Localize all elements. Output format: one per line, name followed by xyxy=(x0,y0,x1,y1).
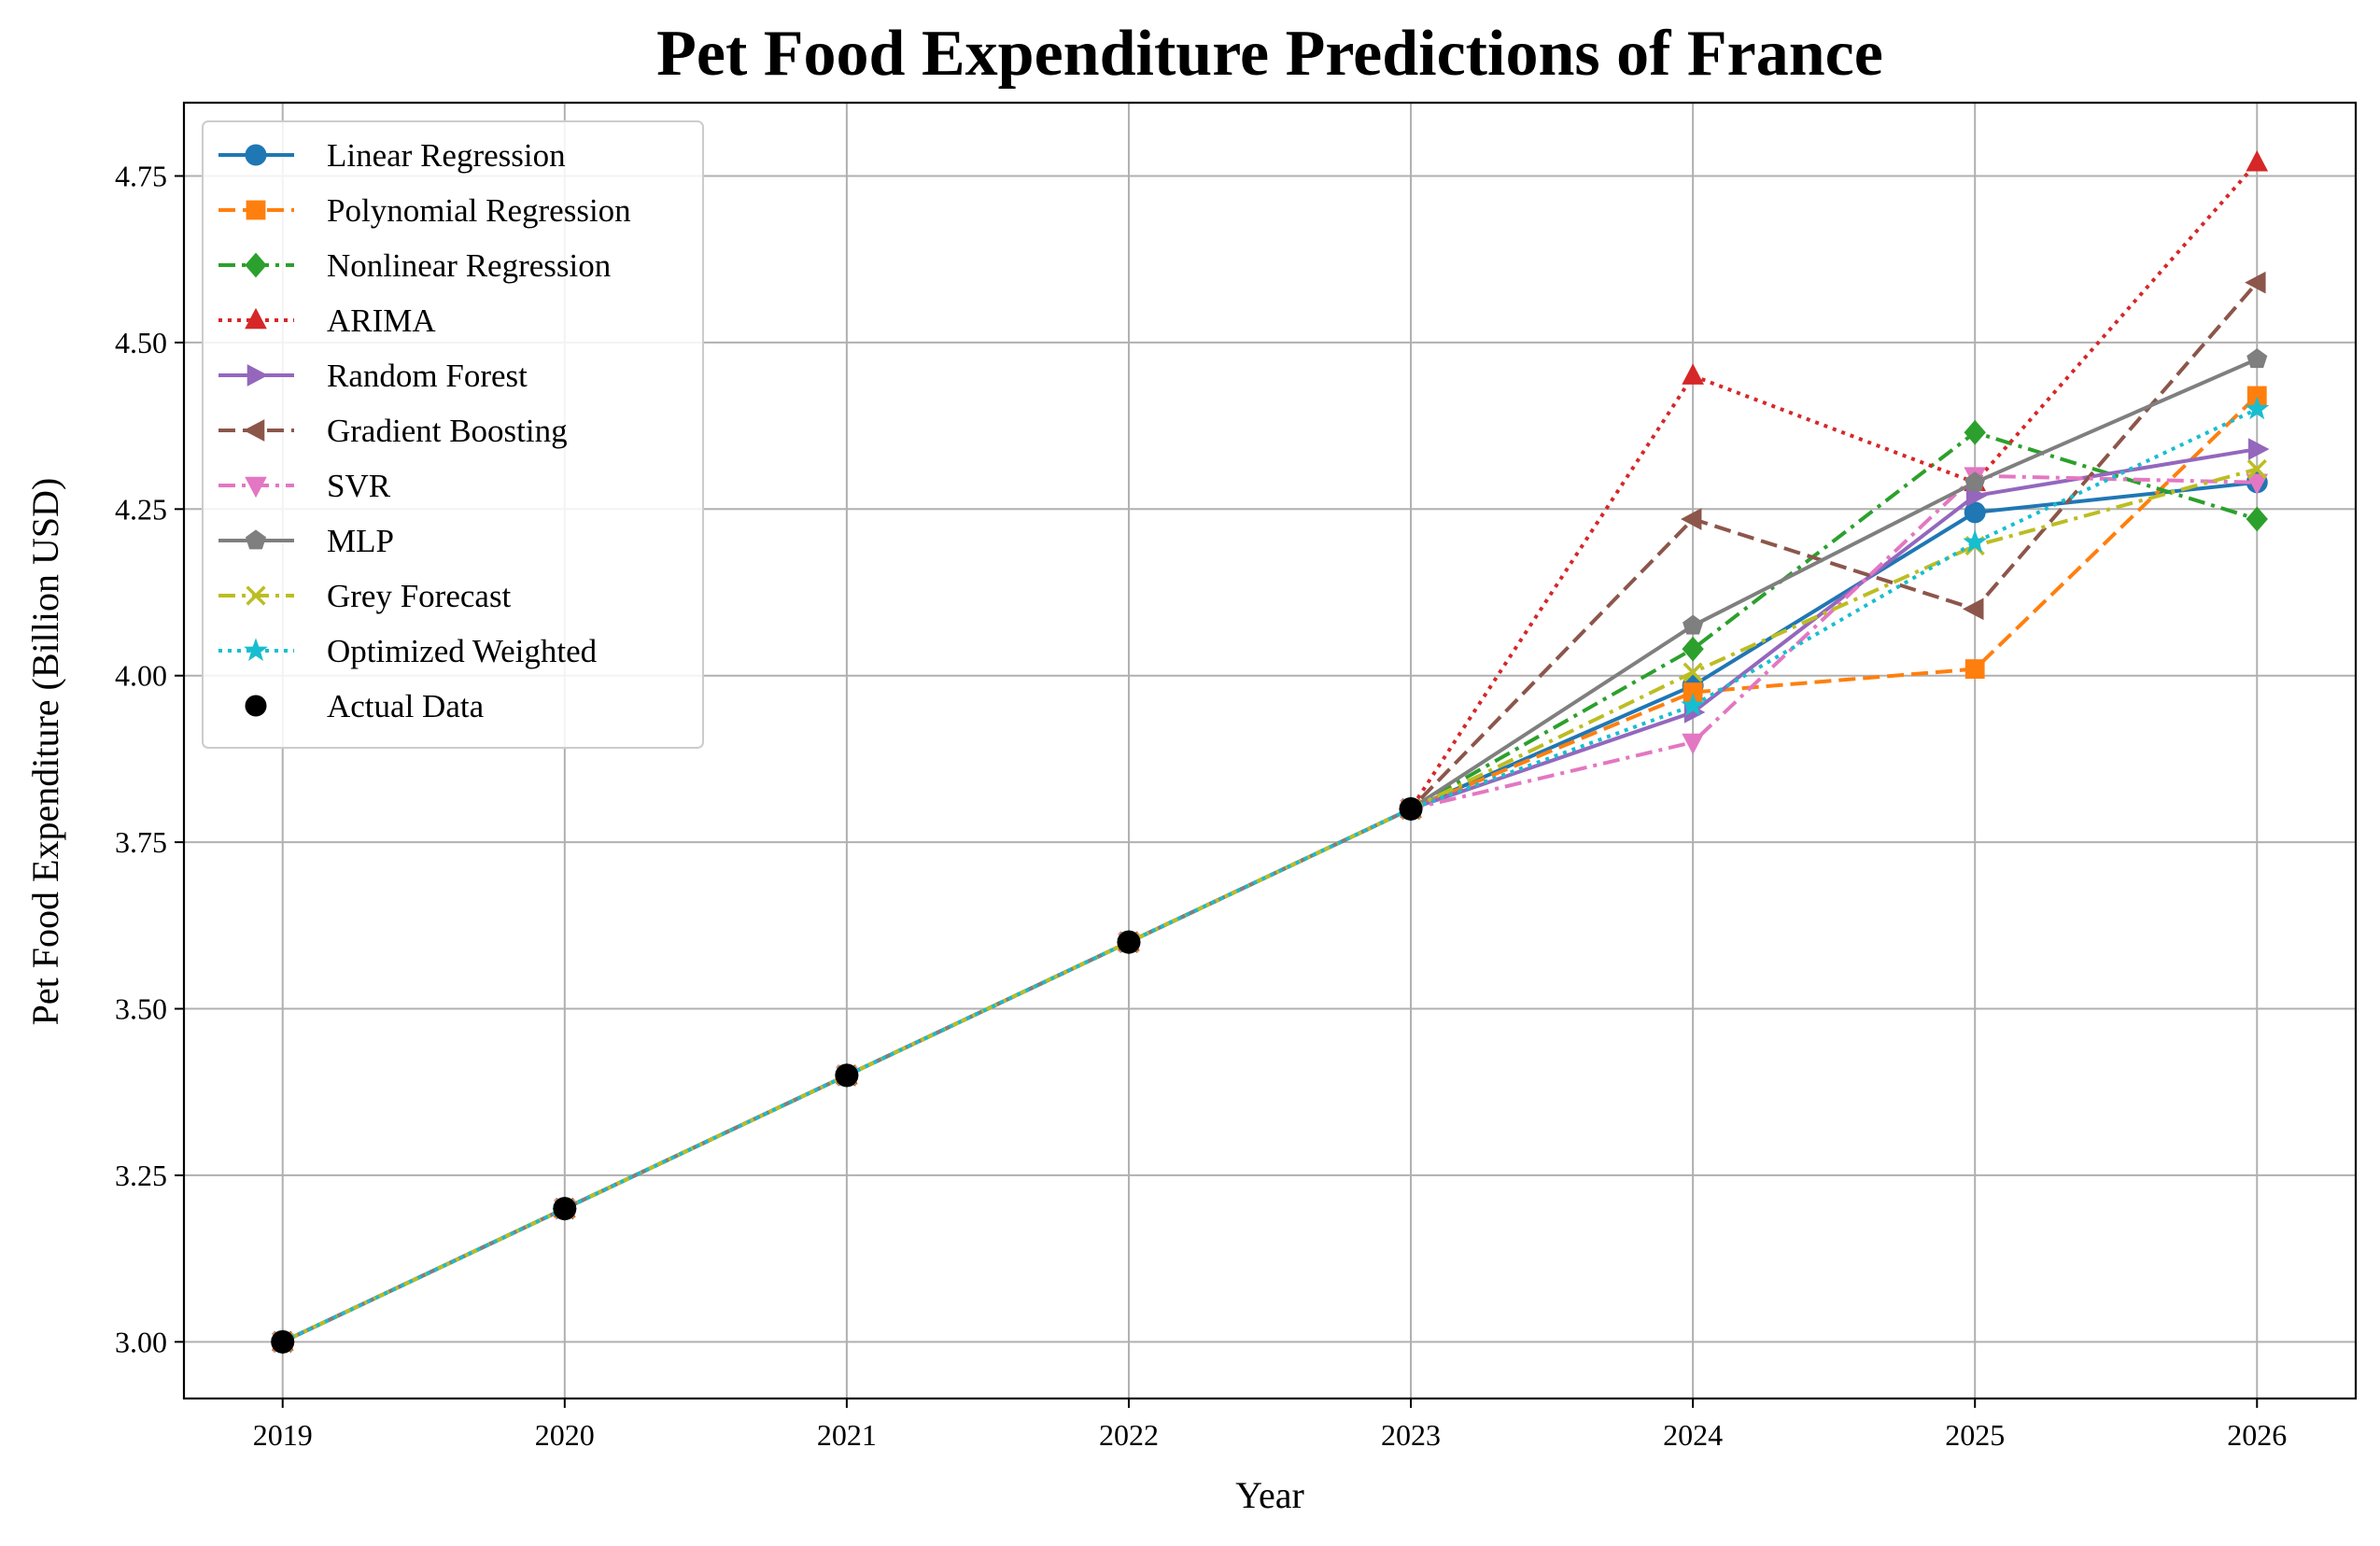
x-tick-label: 2024 xyxy=(1663,1418,1723,1452)
data-point-optimized-weighted xyxy=(1681,693,1706,716)
data-point-actual xyxy=(553,1197,577,1221)
series-actual-data xyxy=(271,796,1423,1354)
legend-marker-polynomial-regression xyxy=(246,200,266,220)
legend-marker-random-forest xyxy=(246,364,269,386)
y-tick-label: 3.00 xyxy=(115,1325,167,1358)
legend-marker-nonlinear-regression xyxy=(245,252,267,278)
series-line-gradient-boosting xyxy=(281,281,2259,1344)
data-point-optimized-weighted xyxy=(2245,396,2270,420)
data-point-optimized-weighted xyxy=(1963,529,1988,553)
y-tick-label: 3.50 xyxy=(115,992,167,1026)
x-axis-label: Year xyxy=(1235,1474,1304,1516)
legend-entry-svr: SVR xyxy=(218,468,391,504)
data-point-nonlinear-regression xyxy=(1682,636,1704,662)
legend-box xyxy=(202,120,704,749)
legend-marker-mlp xyxy=(245,529,267,550)
data-point-polynomial-regression xyxy=(1965,659,1985,679)
legend-entry-arima: ARIMA xyxy=(218,302,436,339)
data-point-grey-forecast xyxy=(2246,458,2267,480)
legend-label-mlp: MLP xyxy=(327,523,394,559)
data-point-svr xyxy=(1682,733,1704,755)
series-line-polynomial-regression xyxy=(281,394,2259,1344)
plot-frame xyxy=(182,101,2358,1400)
x-tick-label: 2021 xyxy=(817,1418,877,1452)
series-line-grey-forecast xyxy=(281,467,2258,1344)
axes: 2019 2020 2021 2022 2023 2024 2025 2026 3.00 3.25… xyxy=(115,159,2287,1452)
legend-marker-optimized-weighted xyxy=(244,638,268,661)
legend-label-linear-regression: Linear Regression xyxy=(327,137,566,174)
legend-marker-gradient-boosting xyxy=(243,419,265,442)
chart-title: Pet Food Expenditure Predictions of Fran… xyxy=(656,18,1883,90)
y-tick-label: 4.50 xyxy=(115,326,167,359)
x-tick-label: 2020 xyxy=(535,1418,595,1452)
legend-entry-optimized-weighted: Optimized Weighted xyxy=(218,633,598,669)
legend: Linear Regression Polynomial Regression No… xyxy=(202,120,704,749)
data-point-gradient-boosting xyxy=(1963,597,1984,621)
legend-marker-svr xyxy=(245,476,267,499)
data-point-mlp xyxy=(1683,614,1704,635)
y-tick-label: 4.25 xyxy=(115,492,167,526)
data-point-random-forest xyxy=(2247,438,2270,460)
x-tick-label: 2026 xyxy=(2227,1418,2287,1452)
legend-label-arima: ARIMA xyxy=(327,302,436,339)
data-point-grey-forecast xyxy=(1683,662,1703,682)
legend-marker-arima xyxy=(245,307,267,330)
legend-marker-grey-forecast xyxy=(246,585,266,606)
data-point-gradient-boosting xyxy=(1680,508,1702,530)
legend-entry-mlp: MLP xyxy=(218,523,394,559)
y-tick-label: 3.25 xyxy=(115,1159,167,1192)
data-point-mlp xyxy=(2246,348,2268,369)
data-point-actual xyxy=(1399,796,1423,821)
legend-label-grey-forecast: Grey Forecast xyxy=(327,578,512,614)
y-axis-label: Pet Food Expenditure (Billion USD) xyxy=(24,478,66,1026)
legend-entry-polynomial-regression: Polynomial Regression xyxy=(218,192,631,229)
data-point-actual xyxy=(271,1329,295,1354)
data-point-actual xyxy=(835,1063,859,1088)
legend-label-actual-data: Actual Data xyxy=(327,688,485,724)
x-tick-label: 2019 xyxy=(253,1418,313,1452)
legend-marker-linear-regression xyxy=(245,144,267,166)
legend-label-svr: SVR xyxy=(327,468,391,504)
data-point-mlp xyxy=(1965,471,1986,492)
data-point-nonlinear-regression xyxy=(2246,506,2268,532)
data-point-svr xyxy=(2246,473,2269,495)
y-tick-label: 4.00 xyxy=(115,659,167,693)
legend-entry-linear-regression: Linear Regression xyxy=(218,137,566,174)
legend-entry-random-forest: Random Forest xyxy=(218,358,528,394)
x-tick-label: 2023 xyxy=(1381,1418,1441,1452)
legend-label-random-forest: Random Forest xyxy=(327,358,528,394)
data-point-arima xyxy=(2246,150,2269,172)
data-point-arima xyxy=(1682,363,1704,385)
y-tick-label: 3.75 xyxy=(115,825,167,859)
series-group xyxy=(270,150,2270,1355)
y-tick-label: 4.75 xyxy=(115,159,167,192)
data-point-actual xyxy=(1117,930,1141,954)
data-point-gradient-boosting xyxy=(2245,271,2266,294)
x-tick-label: 2025 xyxy=(1945,1418,2005,1452)
legend-label-optimized-weighted: Optimized Weighted xyxy=(327,633,598,669)
x-tick-label: 2022 xyxy=(1099,1418,1159,1452)
legend-label-nonlinear-regression: Nonlinear Regression xyxy=(327,247,611,284)
data-point-nonlinear-regression xyxy=(1964,419,1986,445)
legend-entry-nonlinear-regression: Nonlinear Regression xyxy=(218,247,611,284)
legend-entry-grey-forecast: Grey Forecast xyxy=(218,578,512,614)
legend-label-gradient-boosting: Gradient Boosting xyxy=(327,413,568,449)
legend-label-polynomial-regression: Polynomial Regression xyxy=(327,192,631,229)
legend-marker-actual-data xyxy=(245,695,267,717)
legend-entry-actual-data: Actual Data xyxy=(245,688,485,724)
legend-entry-gradient-boosting: Gradient Boosting xyxy=(218,413,568,449)
